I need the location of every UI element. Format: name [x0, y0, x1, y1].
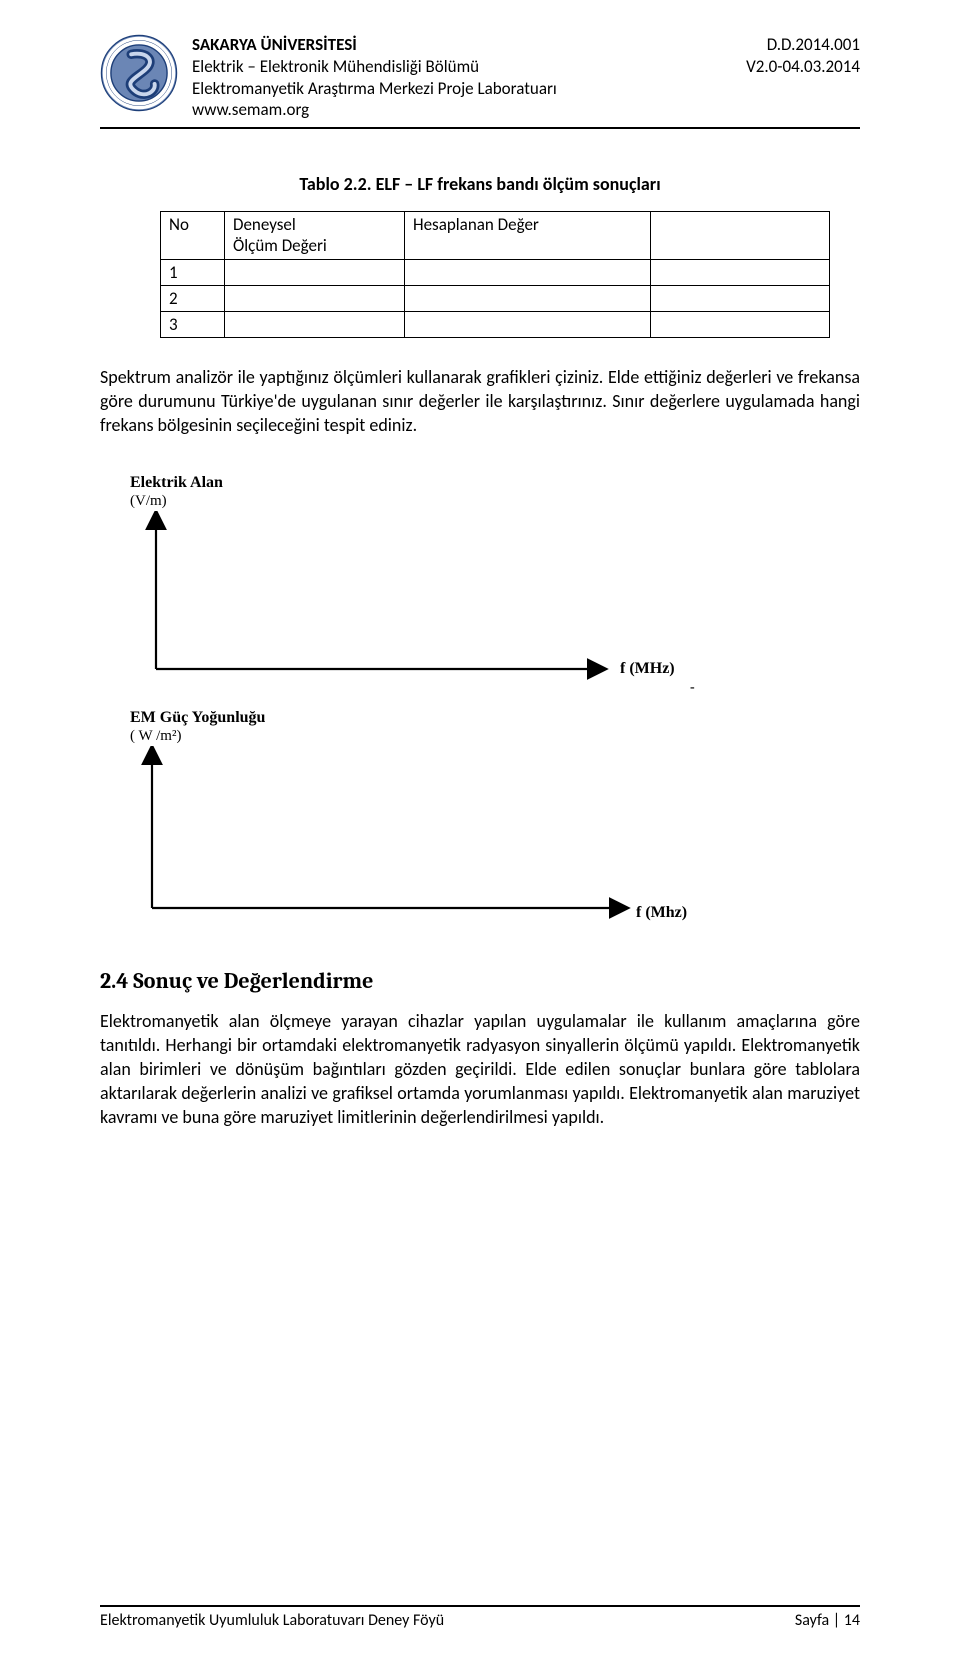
department-name: Elektrik – Elektronik Mühendisliği Bölüm… — [192, 56, 557, 78]
cell-deneysel — [225, 285, 405, 311]
th-deneysel: Deneysel Ölçüm Değeri — [225, 212, 405, 260]
table-caption: Tablo 2.2. ELF – LF frekans bandı ölçüm … — [100, 173, 860, 195]
chart-electric-field: Elektrik Alan (V/m) f (MHz) - — [130, 474, 860, 689]
cell-no: 1 — [161, 259, 225, 285]
table-row: 1 — [161, 259, 830, 285]
cell-hesaplanan — [405, 285, 651, 311]
charts-region: Elektrik Alan (V/m) f (MHz) - EM Güç Yo — [100, 474, 860, 934]
university-name: SAKARYA ÜNİVERSİTESİ — [192, 34, 557, 56]
elf-results-table: No Deneysel Ölçüm Değeri Hesaplanan Değe… — [160, 211, 830, 338]
th-hesaplanan: Hesaplanan Değer — [405, 212, 651, 260]
th-blank — [651, 212, 830, 260]
footer-left: Elektromanyetik Uyumluluk Laboratuvarı D… — [100, 1611, 444, 1630]
cell-blank — [651, 285, 830, 311]
chart2-x-label: f (Mhz) — [636, 904, 687, 922]
cell-hesaplanan — [405, 312, 651, 338]
cell-hesaplanan — [405, 259, 651, 285]
table-row: 3 — [161, 312, 830, 338]
table-header-row: No Deneysel Ölçüm Değeri Hesaplanan Değe… — [161, 212, 830, 260]
cell-no: 3 — [161, 312, 225, 338]
cell-no: 2 — [161, 285, 225, 311]
chart1-x-label: f (MHz) — [620, 660, 675, 678]
chart2-axes — [130, 746, 650, 921]
chart2-y-label: EM Güç Yoğunluğu ( W /m²) — [130, 709, 860, 744]
footer-right: Sayfa | 14 — [795, 1611, 860, 1630]
university-logo — [100, 34, 178, 112]
header-right-block: D.D.2014.001 V2.0-04.03.2014 — [746, 34, 860, 121]
header-left-block: SAKARYA ÜNİVERSİTESİ Elektrik – Elektron… — [192, 34, 557, 121]
chart1-axes — [130, 511, 630, 681]
lab-name: Elektromanyetik Araştırma Merkezi Proje … — [192, 78, 557, 100]
chart-power-density: EM Güç Yoğunluğu ( W /m²) f (Mhz) — [130, 709, 860, 934]
th-no: No — [161, 212, 225, 260]
cell-blank — [651, 259, 830, 285]
site-url: www.semam.org — [192, 99, 557, 121]
cell-deneysel — [225, 312, 405, 338]
table-row: 2 — [161, 285, 830, 311]
cell-deneysel — [225, 259, 405, 285]
doc-code: D.D.2014.001 — [746, 34, 860, 56]
chart1-y-label: Elektrik Alan (V/m) — [130, 474, 860, 509]
stray-dash: - — [690, 680, 695, 696]
conclusion-paragraph: Elektromanyetik alan ölçmeye yarayan cih… — [100, 1010, 860, 1130]
instructions-paragraph: Spektrum analizör ile yaptığınız ölçümle… — [100, 366, 860, 438]
doc-version: V2.0-04.03.2014 — [746, 56, 860, 78]
page-footer: Elektromanyetik Uyumluluk Laboratuvarı D… — [100, 1605, 860, 1630]
section-heading-2-4: 2.4 Sonuç ve Değerlendirme — [100, 968, 860, 994]
page-header: SAKARYA ÜNİVERSİTESİ Elektrik – Elektron… — [100, 34, 860, 129]
cell-blank — [651, 312, 830, 338]
